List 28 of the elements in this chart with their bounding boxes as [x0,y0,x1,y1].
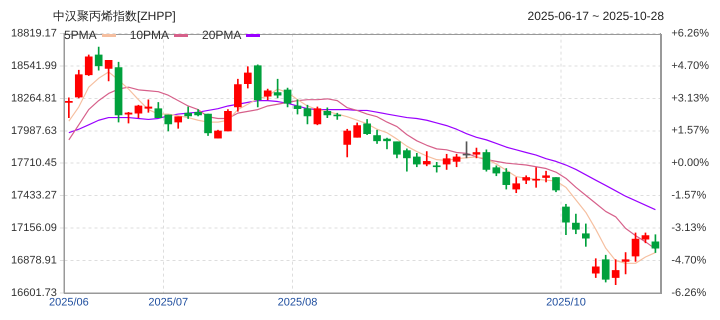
y-tick-label: 18819.17 [10,28,57,40]
y2-tick-label: +3.13% [671,92,710,104]
y2-tick-label: -4.70% [671,254,706,267]
y-tick-label: 17156.09 [10,222,57,234]
legend-label: 20PMA [202,28,242,42]
y-tick-label: 16601.73 [10,286,57,299]
y-tick-label: 18541.99 [10,60,57,72]
chart-title: 中汉聚丙烯指数[ZHPP] [53,8,176,24]
legend-label: 10PMA [130,28,170,42]
y-tick-label: 17987.63 [10,124,57,137]
y-tick-label: 18264.81 [10,92,57,104]
candlestick [462,141,470,158]
x-tick-label: 2025/10 [546,296,586,308]
chart-subtitle: 2025-06-17 ~ 2025-10-28 [528,8,664,24]
y-tick-label: 16878.91 [10,254,57,266]
y2-tick-label: +0.00% [671,157,710,170]
y-tick-label: 17433.27 [10,190,57,202]
x-tick-label: 2025/08 [278,296,318,308]
x-tick-label: 2025/06 [48,296,89,308]
x-tick-label: 2025/07 [148,296,188,308]
y2-tick-label: +6.26% [671,28,710,40]
y2-tick-label: +4.70% [671,60,710,72]
y2-tick-label: -3.13% [671,222,706,234]
y2-tick-label: +1.57% [671,124,710,137]
y2-tick-label: -6.26% [671,286,706,299]
y-tick-label: 17710.45 [10,157,57,170]
y2-tick-label: -1.57% [671,190,706,202]
legend-label: 5PMA [64,28,97,42]
